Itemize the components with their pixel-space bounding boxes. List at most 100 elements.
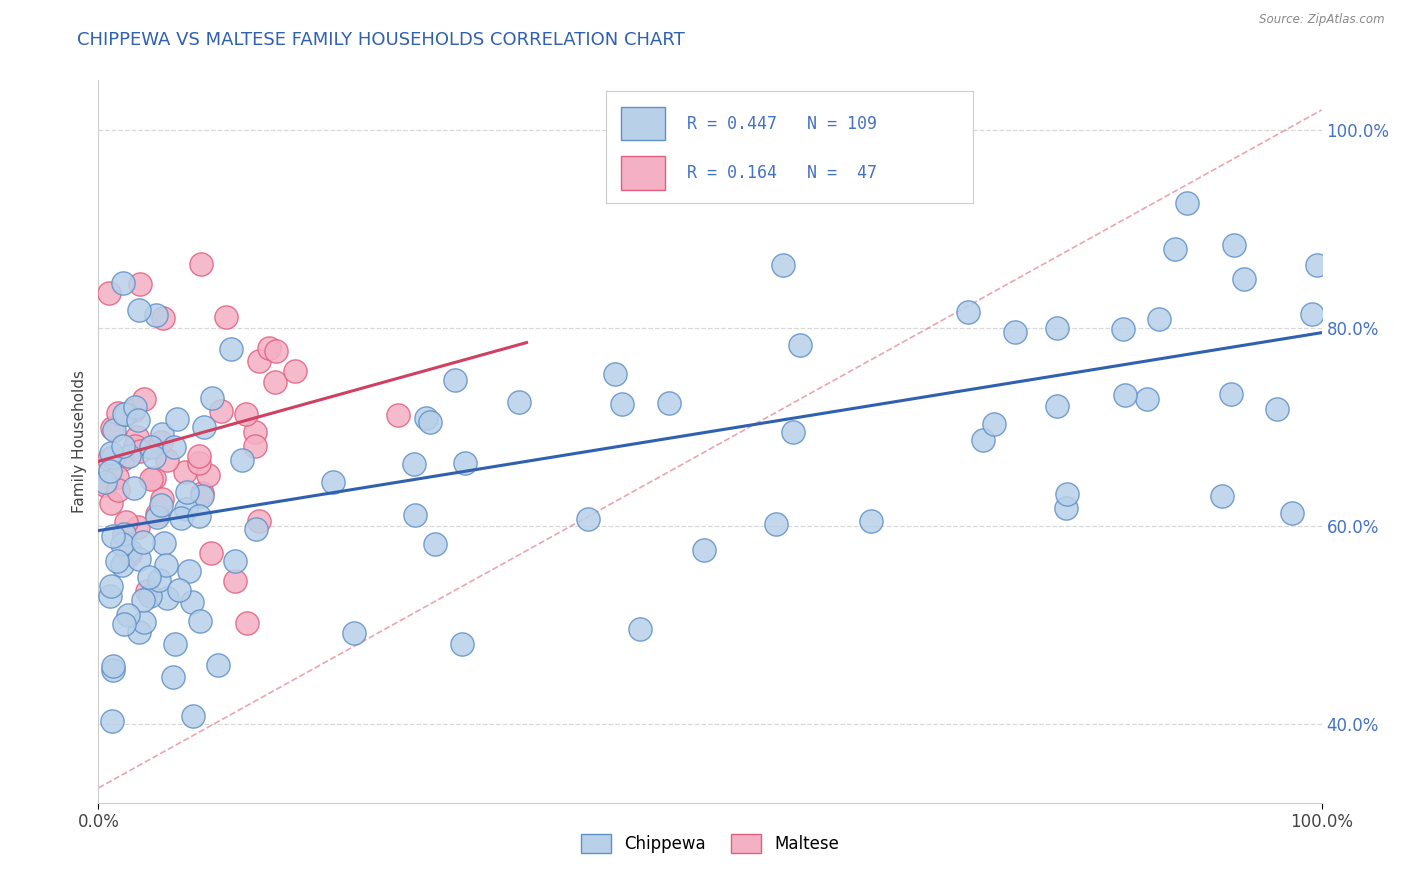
Point [155,558,177,572]
Point [146,509,169,524]
Point [1306,258,1329,272]
Point [224,553,246,567]
Point [101,529,124,543]
Point [112,407,135,421]
Point [1046,399,1069,413]
Point [112,439,135,453]
Point [132,593,155,607]
Point [98,286,121,301]
Point [1046,321,1069,335]
Point [150,426,173,441]
Point [118,449,141,463]
Point [143,450,166,464]
Point [1265,402,1288,417]
Text: CHIPPEWA VS MALTESE FAMILY HOUSEHOLDS CORRELATION CHART: CHIPPEWA VS MALTESE FAMILY HOUSEHOLDS CO… [77,31,685,49]
Point [247,514,270,528]
Point [207,658,229,673]
Point [127,520,149,534]
Point [174,465,197,479]
Point [1220,387,1243,401]
Point [155,591,177,606]
Point [576,512,599,526]
Point [1147,312,1170,326]
Point [132,615,155,629]
Point [181,709,204,723]
Point [122,481,145,495]
Point [162,670,184,684]
Point [264,344,287,359]
Point [1054,501,1077,516]
Point [120,544,142,558]
Point [243,439,266,453]
Point [163,440,186,454]
Point [187,449,209,463]
Point [1301,307,1323,321]
Point [152,491,174,506]
Point [98,452,121,467]
Point [200,546,222,560]
Point [110,558,132,572]
Point [156,453,179,467]
Point [112,527,135,541]
Point [219,343,242,357]
Point [1164,242,1187,256]
Point [247,354,270,368]
Point [100,714,122,729]
Point [153,535,176,549]
Point [124,400,146,414]
Point [419,416,441,430]
Point [138,589,160,603]
Point [112,616,135,631]
Point [197,467,219,482]
Point [94,475,117,489]
Point [138,570,160,584]
Point [1114,388,1136,402]
Point [789,337,811,351]
Point [1136,392,1159,406]
Point [101,450,124,465]
Point [94,478,117,492]
Point [128,303,150,318]
Point [101,664,124,678]
Point [150,498,173,512]
Point [1211,490,1233,504]
Point [129,444,152,458]
Point [125,430,148,444]
Point [693,542,716,557]
Point [163,638,186,652]
Point [235,407,257,421]
Y-axis label: Family Households: Family Households [72,370,87,513]
Point [508,395,530,409]
Point [187,508,209,523]
Point [191,489,214,503]
Point [259,341,281,355]
Point [141,440,163,454]
Point [628,623,651,637]
Point [111,537,134,551]
Point [224,574,246,588]
Point [1056,487,1078,501]
Point [1112,322,1135,336]
Legend: Chippewa, Maltese: Chippewa, Maltese [574,827,846,860]
Point [100,579,122,593]
Point [860,514,883,528]
Point [658,396,681,410]
Point [957,305,980,319]
Point [135,583,157,598]
Point [772,258,794,272]
Point [972,433,994,447]
Point [167,582,190,597]
Point [114,407,136,421]
Point [444,373,467,387]
Point [98,590,121,604]
Point [124,439,146,453]
Point [1281,506,1303,520]
Point [188,614,211,628]
Point [145,309,167,323]
Point [132,535,155,549]
Point [101,659,124,673]
Point [100,421,122,435]
Point [387,408,409,422]
Point [193,420,215,434]
Point [141,472,163,486]
